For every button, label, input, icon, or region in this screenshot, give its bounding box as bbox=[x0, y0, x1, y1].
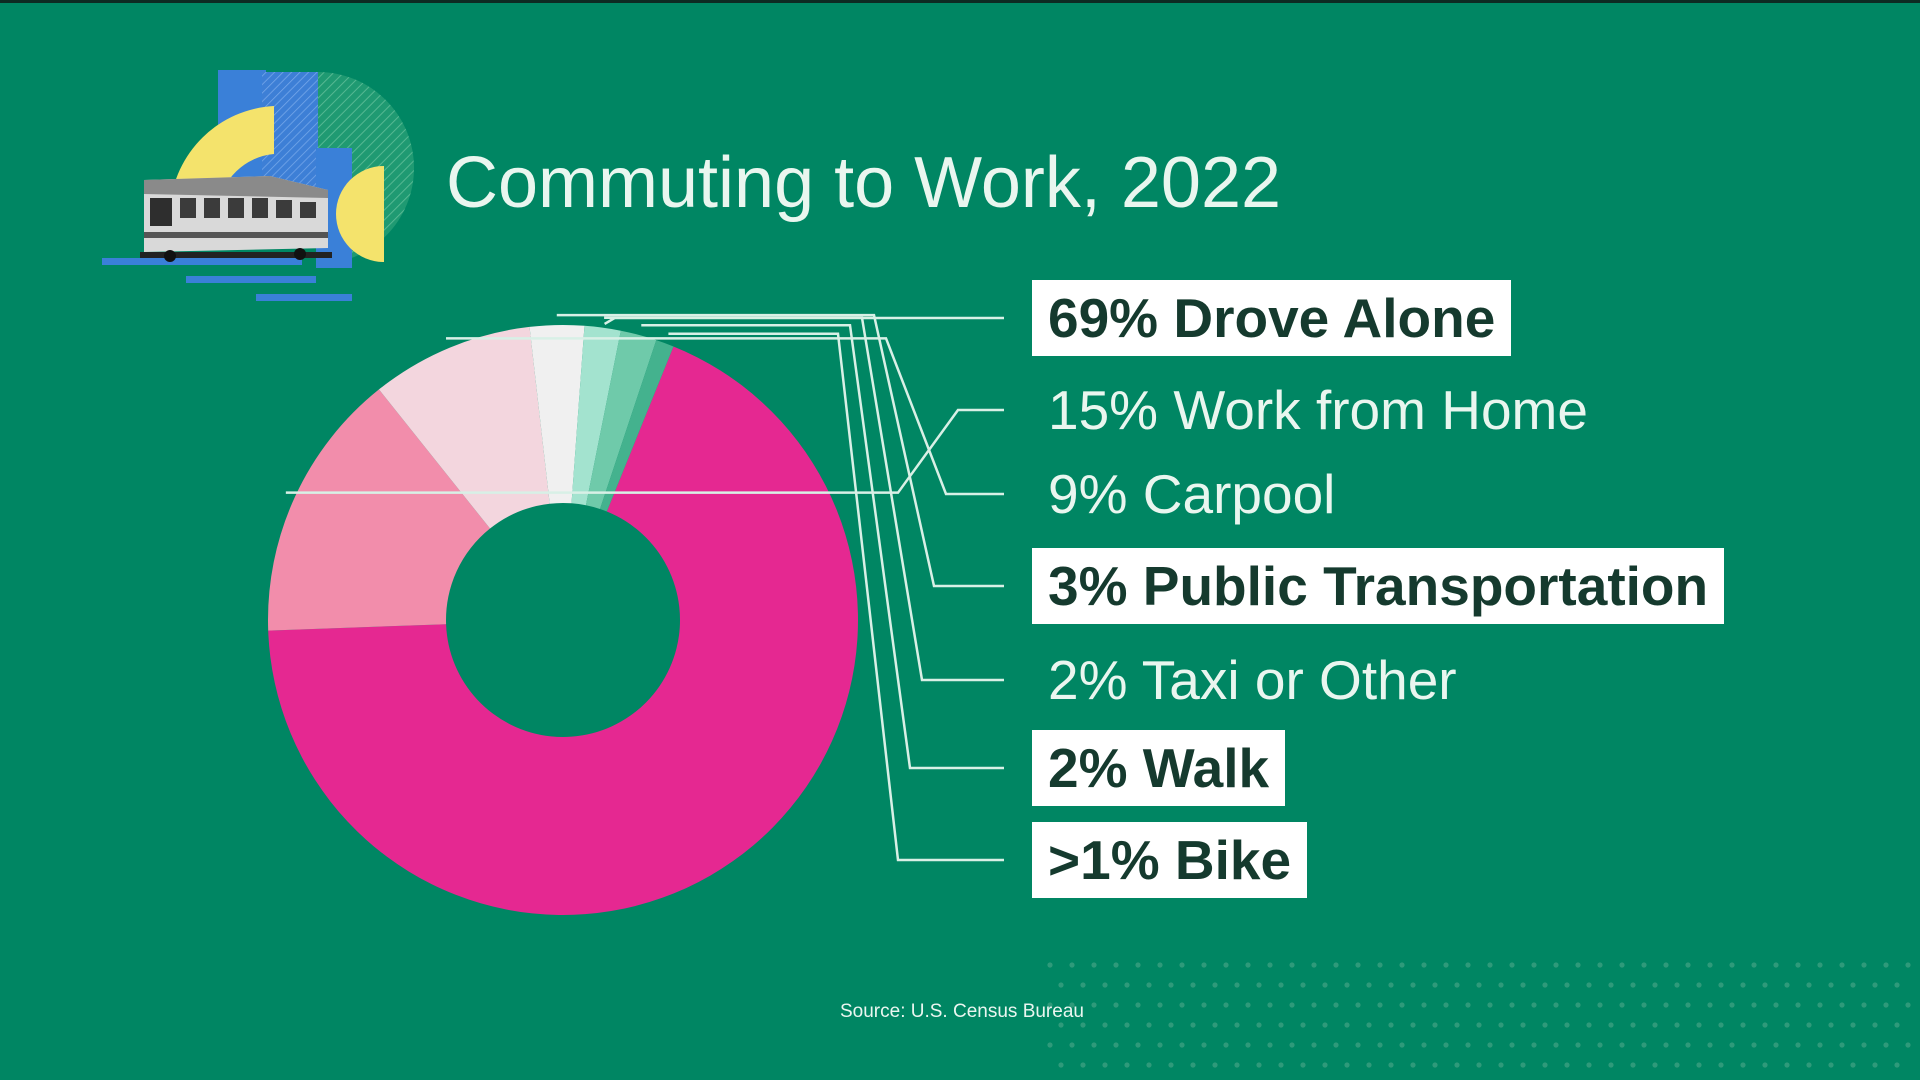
label-walk: 2% Walk bbox=[1032, 730, 1286, 806]
label-taxi-or-other: 2% Taxi or Other bbox=[1048, 649, 1457, 711]
label-drove-alone: 69% Drove Alone bbox=[1032, 280, 1512, 356]
leader-line bbox=[641, 323, 1004, 770]
chart-title: Commuting to Work, 2022 bbox=[446, 143, 1282, 223]
leader-line bbox=[604, 316, 1004, 682]
train-icon bbox=[102, 70, 414, 301]
slice-carpool bbox=[378, 326, 550, 529]
slice-drove-alone bbox=[268, 346, 859, 915]
leader-lines bbox=[285, 313, 1004, 862]
label-carpool: 9% Carpool bbox=[1048, 463, 1336, 525]
label-public-transportation: 3% Public Transportation bbox=[1032, 548, 1725, 624]
donut-slices bbox=[268, 325, 859, 915]
leader-line bbox=[556, 313, 1004, 588]
label-work-from-home: 15% Work from Home bbox=[1048, 379, 1588, 441]
slice-taxi-or-other bbox=[571, 325, 621, 506]
slice-bike bbox=[600, 340, 674, 512]
slice-public-transportation bbox=[529, 325, 585, 504]
slice-walk bbox=[585, 330, 657, 510]
slice-work-from-home bbox=[268, 389, 491, 631]
leader-line bbox=[446, 337, 1004, 496]
dot-pattern-decoration bbox=[1047, 962, 1911, 1068]
source-note: Source: U.S. Census Bureau bbox=[840, 1001, 1084, 1022]
leader-line bbox=[668, 332, 1004, 862]
leader-line bbox=[285, 408, 1004, 494]
label-bike: >1% Bike bbox=[1032, 822, 1308, 898]
